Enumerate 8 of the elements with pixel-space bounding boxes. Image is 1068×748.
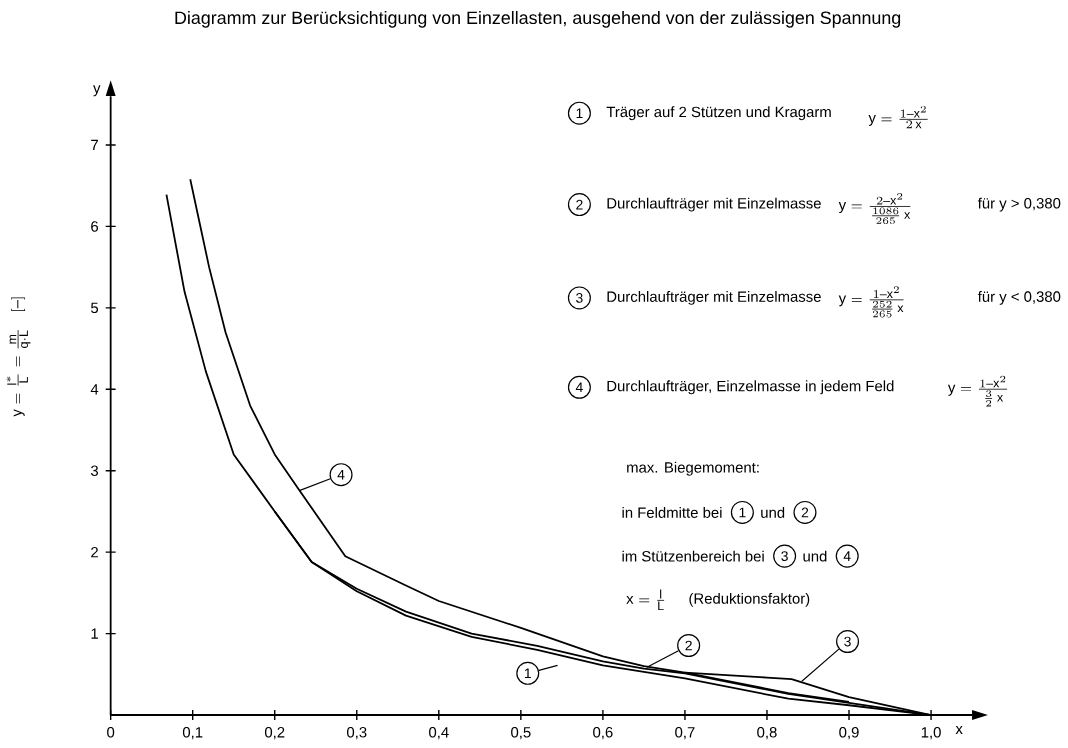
annotation: $y = \frac{1 - x^2}{2\,x}$: [868, 105, 928, 128]
annotation: $y = \frac{1 - x^2}{\frac{252}{265}\,x}$: [838, 285, 904, 318]
text: $y$: [93, 84, 101, 96]
y-axis-title: $y = \frac{l^{*}}{L} = \frac{m}{q \cdot L} \quad [-]$: [6, 297, 31, 417]
annotation: $y = \frac{1 - x^2}{\frac{3}{2}\,x}$: [947, 375, 1008, 407]
annotation: $x = \frac{l}{L}$: [626, 589, 665, 610]
chart-title: Diagramm zur Berücksichtigung von Einzellasten, ausgehend von der zulässigen Spannung: [175, 10, 901, 28]
annotation: $y = \frac{2 - x^2}{\frac{1086}{265}\,x}$: [838, 192, 911, 224]
